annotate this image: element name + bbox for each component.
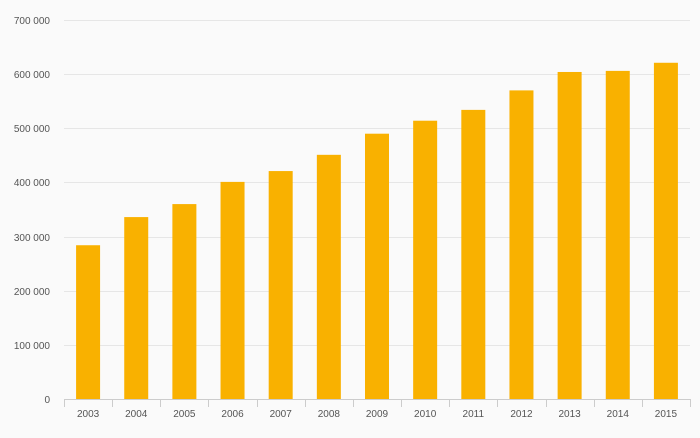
bar: [413, 120, 438, 400]
x-tick-label: 2007: [270, 409, 293, 420]
bar: [557, 71, 582, 399]
x-tick-label: 2015: [655, 409, 678, 420]
x-tick-label: 2010: [414, 409, 437, 420]
bar: [509, 90, 534, 399]
y-tick-label: 700 000: [14, 16, 51, 27]
x-tick-label: 2006: [221, 409, 244, 420]
x-tick-label: 2008: [318, 409, 341, 420]
y-tick-label: 100 000: [14, 341, 51, 352]
x-tick-label: 2013: [558, 409, 581, 420]
x-tick-label: 2014: [607, 409, 630, 420]
y-axis-labels: 0 100 000 200 000 300 000 400 000 500 000 600 …: [14, 16, 51, 406]
bar: [461, 109, 486, 399]
x-tick-label: 2003: [77, 409, 100, 420]
bar: [365, 133, 389, 399]
bar: [653, 62, 678, 400]
x-axis: [64, 399, 691, 407]
bars: [76, 62, 678, 400]
x-tick-label: 2004: [125, 409, 148, 420]
x-axis-labels: 2003 2004 2005 2006 2007 2008 2009 2010 2011 2012…: [77, 409, 678, 420]
bar: [172, 204, 197, 399]
bar: [76, 245, 101, 399]
y-tick-label: 300 000: [14, 233, 51, 244]
x-tick-label: 2012: [510, 409, 533, 420]
y-tick-label: 0: [44, 395, 50, 406]
y-tick-label: 500 000: [14, 124, 51, 135]
x-tick-label: 2011: [463, 409, 485, 420]
bar: [124, 217, 149, 399]
bar: [268, 171, 293, 399]
y-tick-label: 200 000: [14, 287, 51, 298]
y-tick-label: 400 000: [14, 178, 51, 189]
y-tick-label: 600 000: [14, 70, 51, 81]
bar: [316, 154, 341, 399]
bar: [220, 181, 245, 399]
bar: [605, 70, 630, 399]
x-tick-label: 2009: [366, 409, 389, 420]
x-tick-label: 2005: [173, 409, 196, 420]
